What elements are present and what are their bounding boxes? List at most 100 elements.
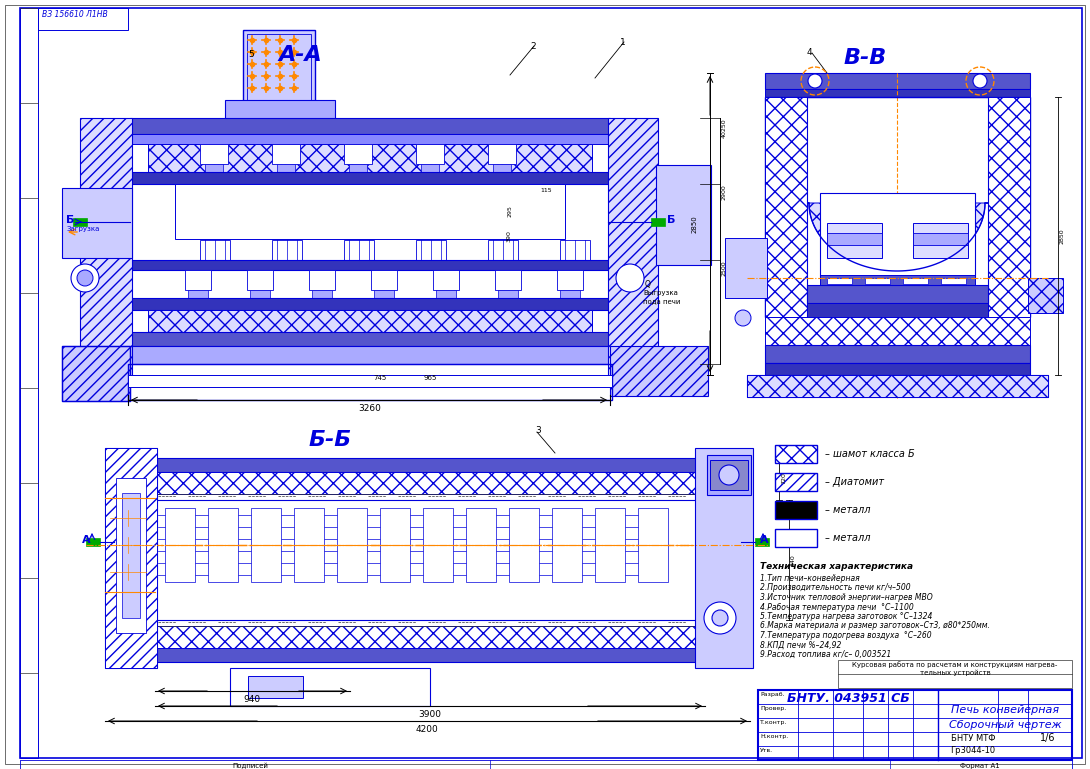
Circle shape <box>719 465 739 485</box>
Bar <box>775 501 818 519</box>
Bar <box>710 460 748 490</box>
Text: 1.Тип печи–конвейерная: 1.Тип печи–конвейерная <box>760 574 860 583</box>
Bar <box>560 290 580 298</box>
Bar <box>165 508 195 582</box>
Text: 940: 940 <box>243 695 261 704</box>
Bar <box>344 240 374 262</box>
Text: – Диатомит: – Диатомит <box>825 477 884 487</box>
Bar <box>775 445 818 463</box>
Bar <box>62 346 130 401</box>
Text: – шамот класса Б: – шамот класса Б <box>825 449 915 459</box>
Bar <box>765 89 1030 97</box>
Text: Разраб.: Разраб. <box>760 692 785 697</box>
Bar <box>62 188 132 258</box>
Text: А: А <box>82 535 90 545</box>
Bar <box>337 508 367 582</box>
Bar <box>595 508 625 582</box>
Text: Выгрузка: Выгрузка <box>643 290 678 296</box>
Bar <box>155 472 705 494</box>
Bar <box>509 508 538 582</box>
Bar <box>608 118 658 376</box>
Bar <box>755 538 770 546</box>
Bar <box>130 134 610 144</box>
Text: 640: 640 <box>791 554 796 566</box>
Bar <box>130 332 610 346</box>
Bar <box>827 278 852 284</box>
Bar <box>651 218 665 226</box>
Bar <box>349 164 367 174</box>
Bar <box>80 118 132 376</box>
Text: 745: 745 <box>374 375 387 381</box>
Text: А-А: А-А <box>278 45 322 65</box>
Bar <box>20 8 38 758</box>
Bar <box>344 144 372 164</box>
Bar <box>249 676 303 698</box>
Text: ВЗ 156610 Л1НВ: ВЗ 156610 Л1НВ <box>43 10 108 19</box>
Text: Н.контр.: Н.контр. <box>760 734 788 739</box>
Bar <box>122 493 140 618</box>
Bar <box>707 455 751 495</box>
Bar <box>130 118 610 134</box>
Bar <box>638 508 668 582</box>
Text: Q: Q <box>645 280 651 289</box>
Text: Гр3044-10: Гр3044-10 <box>950 746 995 755</box>
Bar <box>155 620 705 626</box>
Bar <box>988 97 1030 317</box>
Text: БНТУ МТФ: БНТУ МТФ <box>950 734 995 743</box>
Text: 5: 5 <box>249 50 254 59</box>
Bar <box>272 240 302 262</box>
Text: 2: 2 <box>530 42 535 51</box>
Bar <box>105 448 157 668</box>
Bar <box>371 270 397 290</box>
Bar <box>436 290 456 298</box>
Bar <box>765 97 807 317</box>
Bar <box>148 144 592 172</box>
Bar <box>128 364 611 400</box>
Text: 3: 3 <box>535 426 541 435</box>
Bar <box>38 8 128 30</box>
Text: Утв.: Утв. <box>760 748 773 753</box>
Bar <box>758 690 1071 760</box>
Bar <box>495 270 521 290</box>
Text: 2900: 2900 <box>722 184 727 200</box>
Bar <box>747 375 1047 397</box>
Text: 7.Температура подогрева воздуха  °С–260: 7.Температура подогрева воздуха °С–260 <box>760 631 932 640</box>
Bar <box>374 290 393 298</box>
Bar <box>155 458 705 472</box>
Text: 9.Расход топлива кг/с– 0,003521: 9.Расход топлива кг/с– 0,003521 <box>760 650 892 659</box>
Bar <box>312 290 332 298</box>
Bar <box>155 626 705 648</box>
Bar <box>247 270 272 290</box>
Text: 2850: 2850 <box>1059 228 1065 244</box>
Bar <box>416 240 446 262</box>
Bar <box>105 448 157 668</box>
Text: тельных устройств: тельных устройств <box>920 670 991 677</box>
Bar <box>20 760 1071 769</box>
Text: 4.Рабочая температура печи  °С–1100: 4.Рабочая температура печи °С–1100 <box>760 602 913 611</box>
Bar <box>130 260 610 270</box>
Text: Формат А1: Формат А1 <box>960 763 1000 769</box>
Text: Б-Б: Б-Б <box>308 430 352 450</box>
Bar <box>913 223 968 258</box>
Text: 5.Температура нагрева заготовок °С–1324: 5.Температура нагрева заготовок °С–1324 <box>760 612 932 621</box>
Bar <box>308 270 335 290</box>
Text: Подписей: Подписей <box>232 763 268 769</box>
Bar <box>903 278 928 284</box>
Bar <box>130 172 610 184</box>
Bar <box>820 275 974 285</box>
Bar <box>765 363 1030 375</box>
Text: 2850: 2850 <box>692 215 698 233</box>
Text: Техническая характеристика: Техническая характеристика <box>760 562 913 571</box>
Bar <box>416 144 444 164</box>
Bar <box>775 473 818 491</box>
Bar <box>250 290 270 298</box>
Bar <box>380 508 410 582</box>
Text: 3260: 3260 <box>359 404 382 413</box>
Text: – металл: – металл <box>825 533 871 543</box>
Text: 4200: 4200 <box>415 725 438 734</box>
Bar <box>1028 278 1063 313</box>
Text: Б: Б <box>667 215 676 225</box>
Bar <box>155 648 705 662</box>
Text: Сборочный чертеж: Сборочный чертеж <box>948 720 1062 730</box>
Text: 390: 390 <box>507 230 512 242</box>
